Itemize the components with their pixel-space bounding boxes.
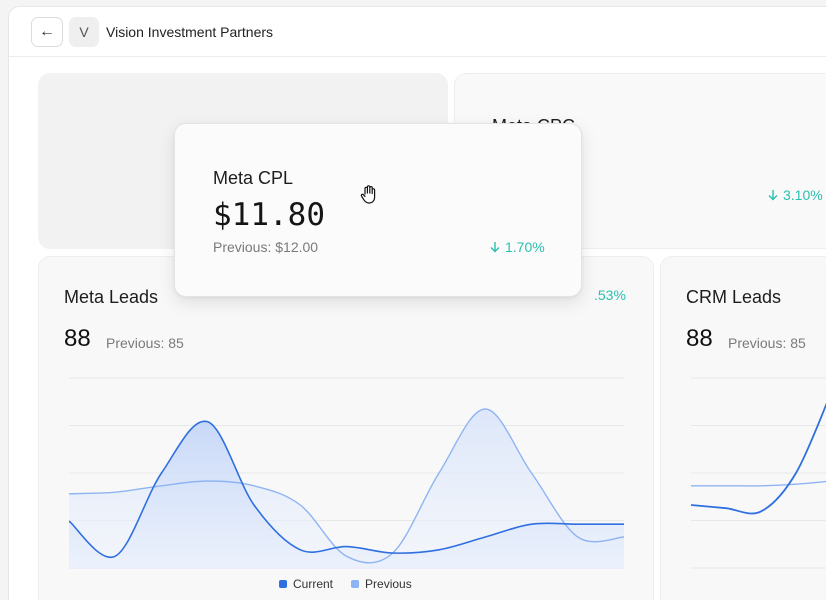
meta-cpc-change: 3.10% bbox=[767, 187, 823, 203]
meta-cpl-value: $11.80 bbox=[213, 197, 325, 233]
top-bar: ← V Vision Investment Partners bbox=[9, 7, 826, 57]
meta-cpl-popover-card[interactable]: Meta CPL $11.80 Previous: $12.00 1.70% bbox=[174, 123, 582, 297]
org-name: Vision Investment Partners bbox=[106, 24, 274, 40]
crm-leads-chart bbox=[691, 377, 826, 569]
meta-cpl-title: Meta CPL bbox=[213, 168, 294, 188]
meta-cpl-change: 1.70% bbox=[489, 239, 545, 255]
current-series-line bbox=[69, 420, 624, 559]
org-avatar[interactable]: V bbox=[69, 17, 99, 47]
arrow-down-icon bbox=[768, 190, 778, 201]
meta-leads-chart bbox=[69, 377, 624, 569]
legend-previous[interactable]: Previous bbox=[351, 577, 412, 591]
legend-previous-swatch bbox=[351, 580, 360, 588]
previous-series-line bbox=[69, 408, 624, 564]
grab-hand-cursor-icon bbox=[360, 185, 376, 204]
crm-previous-series-line bbox=[691, 480, 826, 487]
crm-leads-previous: Previous: 85 bbox=[728, 335, 806, 351]
meta-leads-card[interactable]: Meta Leads 88 Previous: 85 .53% bbox=[38, 256, 654, 600]
meta-leads-previous: Previous: 85 bbox=[106, 335, 184, 351]
arrow-down-icon bbox=[490, 242, 500, 253]
crm-current-series-line bbox=[691, 402, 826, 515]
meta-cpl-change-value: 1.70% bbox=[505, 239, 545, 255]
arrow-left-icon: ← bbox=[39, 23, 55, 40]
meta-leads-value: 88 bbox=[64, 325, 91, 352]
meta-leads-title: Meta Leads bbox=[64, 287, 159, 307]
current-series-area bbox=[69, 421, 624, 569]
crm-leads-value: 88 bbox=[686, 325, 713, 352]
legend-previous-label: Previous bbox=[365, 577, 412, 591]
legend-current-swatch bbox=[279, 580, 287, 588]
crm-leads-card[interactable]: CRM Leads 88 Previous: 85 bbox=[660, 256, 826, 600]
legend-current-label: Current bbox=[293, 577, 334, 591]
back-button[interactable]: ← bbox=[31, 17, 63, 47]
app-frame: ← V Vision Investment Partners Meta CPC … bbox=[8, 6, 826, 600]
meta-leads-change: .53% bbox=[594, 287, 626, 303]
legend-current[interactable]: Current bbox=[279, 577, 333, 591]
meta-cpc-change-value: 3.10% bbox=[783, 187, 823, 203]
crm-leads-title: CRM Leads bbox=[686, 287, 782, 307]
chart-legend: Current Previous bbox=[279, 577, 412, 591]
meta-cpl-previous: Previous: $12.00 bbox=[213, 239, 319, 255]
